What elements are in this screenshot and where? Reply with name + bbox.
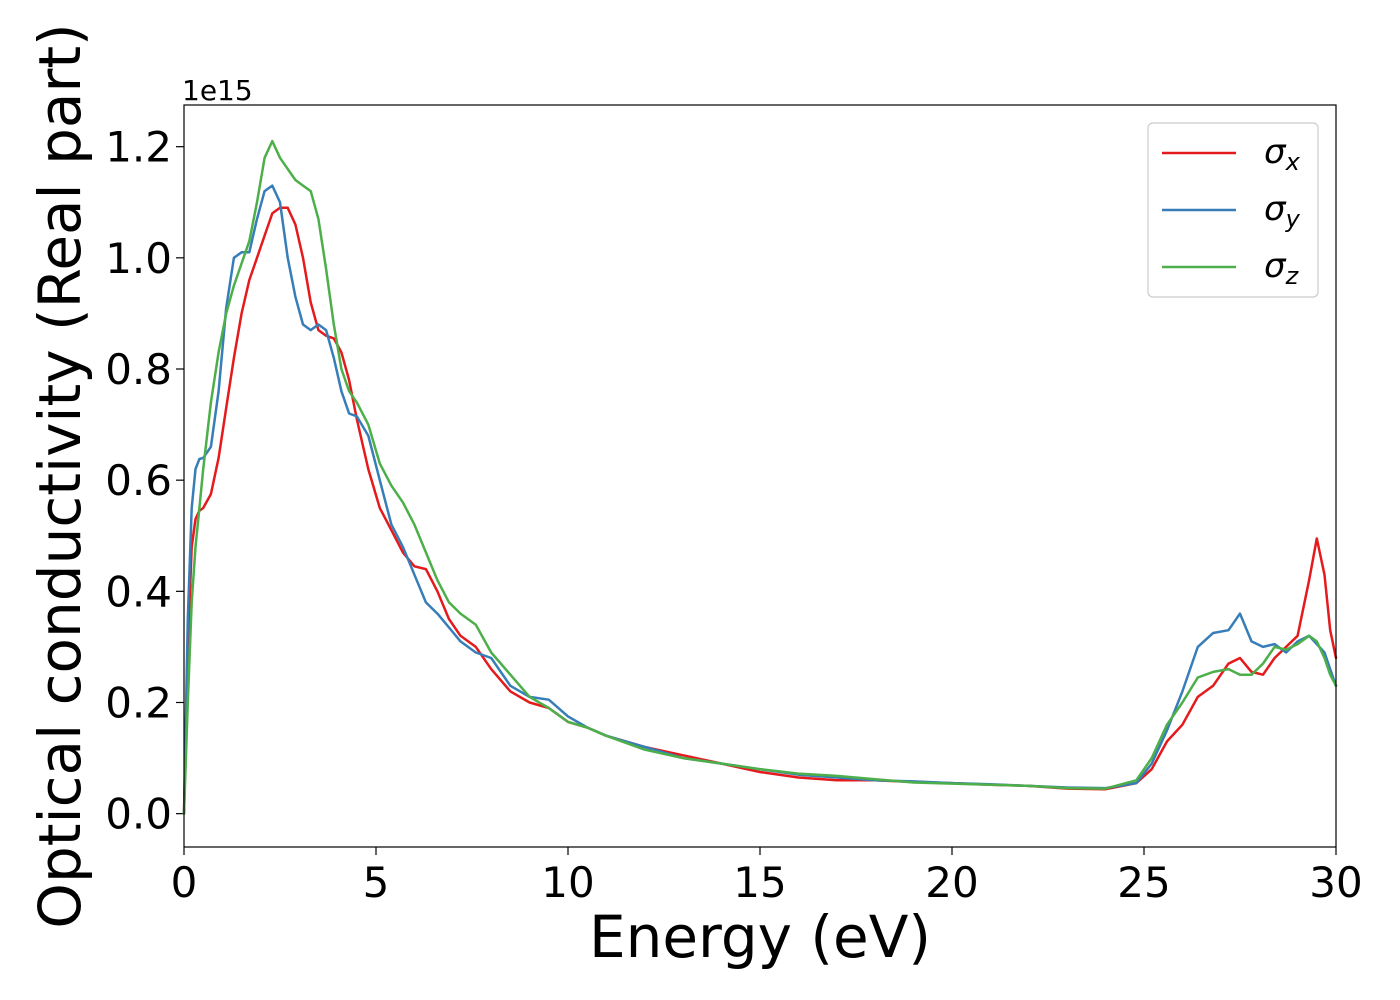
y-tick-label: 1.0 xyxy=(105,234,172,283)
x-tick-label: 25 xyxy=(1117,858,1170,907)
y-axis-ticks: 0.0 0.2 0.4 0.6 0.8 1.0 1.2 xyxy=(105,123,184,839)
series-line-y xyxy=(182,184,1338,815)
legend-items: σx σy σz xyxy=(1162,132,1301,290)
x-tick-label: 30 xyxy=(1309,858,1362,907)
y-tick-label: 0.0 xyxy=(105,790,172,839)
series-line-x xyxy=(182,206,1338,815)
y-axis-label: Optical conductivity (Real part) xyxy=(26,23,94,928)
x-axis-ticks: 0 5 10 15 20 25 30 xyxy=(171,847,1363,907)
y-tick-label: 0.2 xyxy=(105,678,172,727)
x-tick-label: 5 xyxy=(363,858,390,907)
legend: σx σy σz xyxy=(1147,122,1319,298)
offset-label: 1e15 xyxy=(182,74,253,107)
legend-label-z: σz xyxy=(1264,246,1300,290)
series-line-z xyxy=(182,139,1338,815)
x-axis-label: Energy (eV) xyxy=(589,903,931,971)
y-tick-label: 0.8 xyxy=(105,345,172,394)
x-tick-label: 10 xyxy=(541,858,594,907)
x-tick-label: 0 xyxy=(171,858,198,907)
plot-frame xyxy=(183,104,1337,848)
x-tick-label: 15 xyxy=(733,858,786,907)
y-tick-label: 0.6 xyxy=(105,456,172,505)
x-tick-label: 20 xyxy=(925,858,978,907)
y-tick-label: 1.2 xyxy=(105,123,172,172)
y-tick-label: 0.4 xyxy=(105,567,172,616)
series-lines xyxy=(182,139,1338,815)
legend-label-y: σy xyxy=(1264,189,1301,233)
legend-label-x: σx xyxy=(1264,132,1301,176)
